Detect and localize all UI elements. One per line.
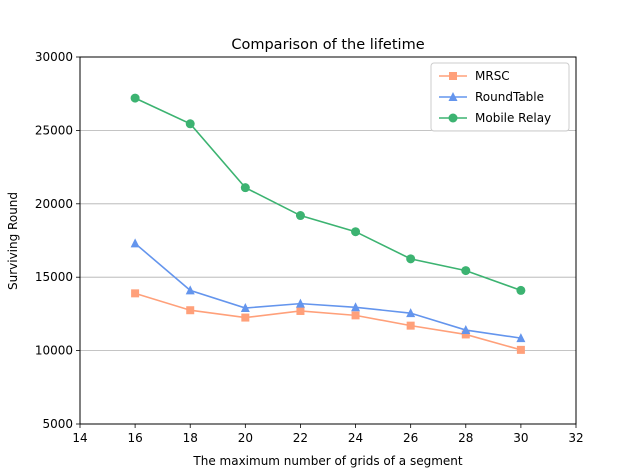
y-tick-label: 15000 (35, 270, 73, 284)
x-tick-label: 14 (72, 431, 87, 445)
series-layer (130, 93, 526, 354)
x-tick-label: 26 (403, 431, 418, 445)
y-axis-label: Surviving Round (6, 192, 20, 290)
mrsc-point (131, 289, 140, 298)
mrsc-point (241, 313, 250, 322)
plot-frame (79, 56, 577, 425)
series-mobile-relay (130, 93, 526, 295)
mobile-relay-line (134, 97, 522, 292)
x-tick-label: 22 (293, 431, 308, 445)
series-mrsc (131, 289, 525, 354)
roundtable-point (461, 325, 471, 335)
mobile-relay-point (240, 183, 250, 193)
legend-swatch-marker (448, 113, 458, 123)
mrsc-point (406, 321, 415, 330)
mobile-relay-point (185, 119, 195, 129)
mobile-relay-point (351, 227, 361, 237)
legend-item-mrsc: MRSC (439, 69, 510, 83)
roundtable-point (130, 238, 140, 248)
x-tick-label: 16 (127, 431, 142, 445)
chart-title: Comparison of the lifetime (231, 37, 424, 53)
mobile-relay-point (406, 254, 416, 264)
legend-item-roundtable: RoundTable (439, 90, 544, 104)
x-tick-label: 32 (568, 431, 583, 445)
roundtable-point (516, 333, 526, 343)
mobile-relay-point (130, 93, 140, 103)
roundtable-point (185, 285, 195, 295)
mrsc-line (134, 292, 522, 351)
mrsc-point (296, 306, 305, 315)
y-tick-label: 25000 (35, 123, 73, 137)
y-tick-label: 30000 (35, 50, 73, 64)
mobile-relay-point (461, 266, 471, 276)
legend-box (430, 62, 570, 132)
gridlines (80, 129, 576, 352)
roundtable-line (134, 242, 522, 339)
y-axis: 5000 10000 15000 20000 25000 30000 (35, 50, 80, 431)
x-tick-label: 20 (238, 431, 253, 445)
legend-label: MRSC (475, 69, 510, 83)
legend-label: RoundTable (475, 90, 544, 104)
mobile-relay-point (295, 211, 305, 221)
roundtable-point (295, 298, 305, 308)
legend-item-mobile-relay: Mobile Relay (439, 111, 551, 125)
roundtable-point (240, 303, 250, 313)
roundtable-point (406, 308, 416, 318)
mrsc-point (461, 330, 470, 339)
legend-swatch-marker (449, 72, 457, 80)
legend: MRSC RoundTable Mobile Relay (430, 62, 570, 132)
mobile-relay-point (516, 285, 526, 295)
x-tick-label: 24 (348, 431, 363, 445)
x-tick-label: 18 (183, 431, 198, 445)
x-axis-label: The maximum number of grids of a segment (192, 454, 462, 468)
legend-swatch-marker (448, 92, 458, 101)
legend-label: Mobile Relay (475, 111, 551, 125)
y-tick-label: 20000 (35, 197, 73, 211)
mrsc-point (351, 311, 360, 320)
mrsc-point (186, 306, 195, 315)
x-tick-label: 30 (513, 431, 528, 445)
y-tick-label: 10000 (35, 344, 73, 358)
x-axis: 14 16 18 20 22 24 26 28 30 32 (72, 424, 584, 445)
roundtable-point (351, 302, 361, 312)
x-tick-label: 28 (458, 431, 473, 445)
mrsc-point (516, 345, 525, 354)
y-tick-label: 5000 (42, 417, 73, 431)
series-roundtable (130, 238, 526, 343)
